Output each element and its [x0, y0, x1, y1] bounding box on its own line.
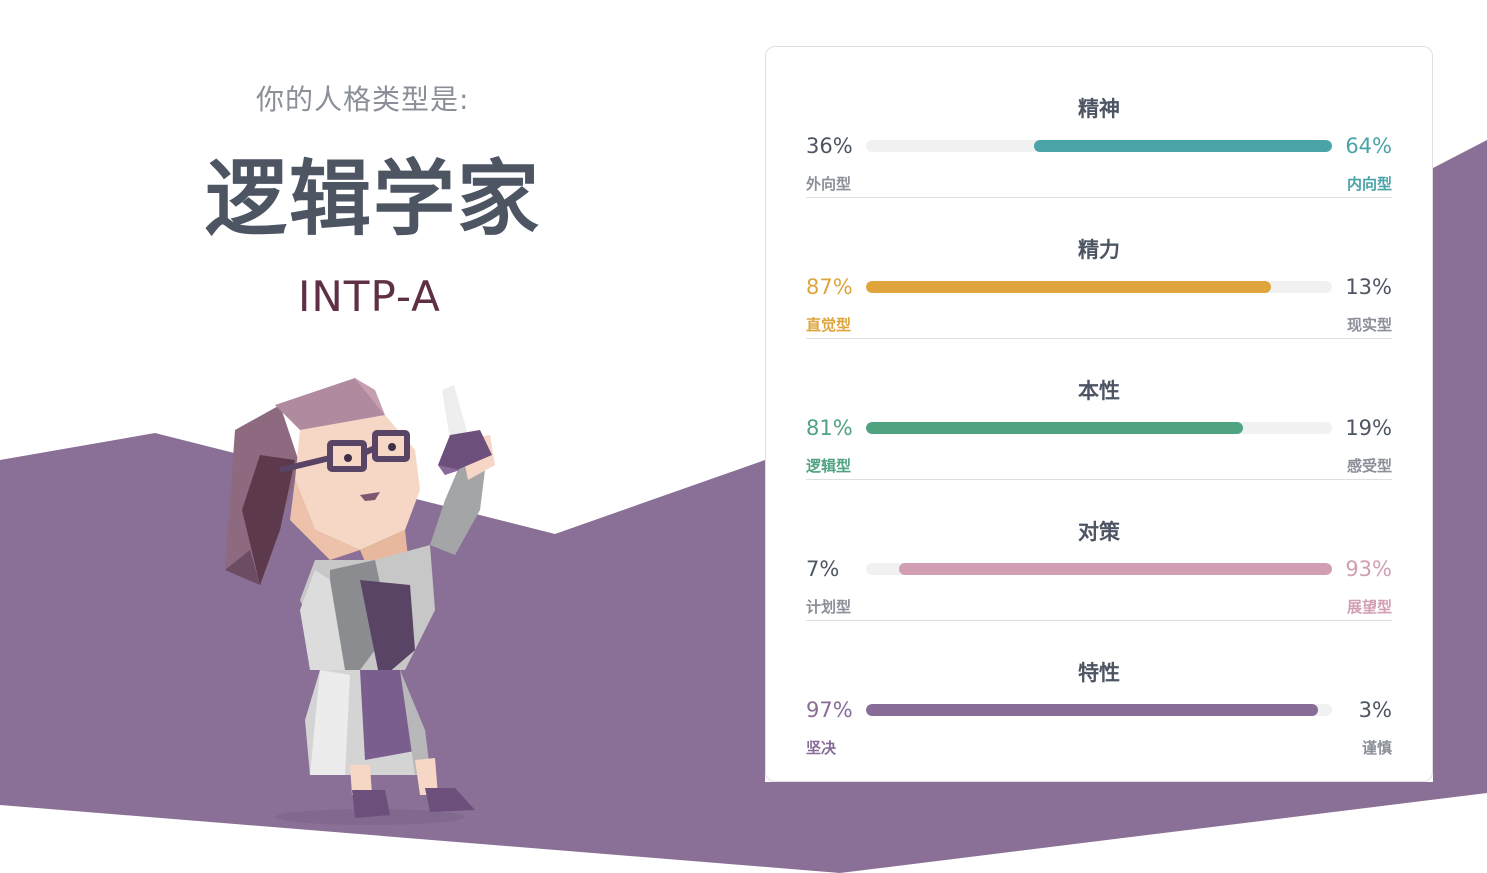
trait-right-label: 谨慎 [1361, 739, 1392, 757]
trait-bar-fill [866, 281, 1272, 293]
trait-scores-card: 精神 36% 64% 外向型 内向型 精力 87% 13% 直觉型 现实型 本性… [765, 46, 1433, 782]
divider [806, 197, 1392, 198]
trait-tactics: 对策 7% 93% 计划型 展望型 [806, 480, 1392, 621]
personality-type-code: INTP-A [298, 272, 441, 321]
trait-right-percent: 3% [1358, 698, 1392, 722]
logician-illustration [225, 378, 495, 825]
trait-right-label: 内向型 [1346, 175, 1392, 193]
trait-left-label: 逻辑型 [806, 457, 852, 475]
trait-left-percent: 87% [806, 275, 853, 299]
trait-title: 精力 [1078, 238, 1120, 262]
trait-right-label: 感受型 [1346, 457, 1392, 475]
trait-left-label: 外向型 [806, 175, 852, 193]
trait-left-label: 直觉型 [806, 316, 852, 334]
trait-bar-fill [898, 563, 1332, 575]
trait-left-percent: 7% [806, 557, 840, 581]
trait-right-percent: 19% [1345, 416, 1392, 440]
trait-left-percent: 36% [806, 134, 853, 158]
trait-right-percent: 93% [1345, 557, 1392, 581]
trait-bar-track [866, 422, 1332, 434]
trait-right-label: 现实型 [1346, 316, 1392, 334]
trait-title: 对策 [1078, 520, 1120, 544]
trait-title: 特性 [1078, 661, 1120, 685]
trait-left-label: 坚决 [806, 739, 837, 757]
personality-type-name: 逻辑学家 [205, 152, 542, 247]
divider [806, 338, 1392, 339]
divider [806, 479, 1392, 480]
trait-left-percent: 97% [806, 698, 853, 722]
trait-mind: 精神 36% 64% 外向型 内向型 [806, 57, 1392, 198]
trait-right-label: 展望型 [1346, 598, 1392, 616]
trait-identity: 特性 97% 3% 坚决 谨慎 [806, 621, 1392, 762]
trait-bar-fill [866, 704, 1319, 716]
trait-bar-track [866, 563, 1332, 575]
trait-left-percent: 81% [806, 416, 853, 440]
trait-bar-fill [866, 422, 1244, 434]
intro-text: 你的人格类型是: [256, 83, 470, 116]
trait-right-percent: 64% [1345, 134, 1392, 158]
trait-nature: 本性 81% 19% 逻辑型 感受型 [806, 339, 1392, 480]
trait-energy: 精力 87% 13% 直觉型 现实型 [806, 198, 1392, 339]
trait-title: 本性 [1078, 379, 1120, 403]
trait-left-label: 计划型 [806, 598, 852, 616]
trait-title: 精神 [1078, 97, 1120, 121]
trait-bar-fill [1033, 140, 1332, 152]
type-summary: 你的人格类型是: 逻辑学家 INTP-A [0, 0, 740, 873]
trait-bar-track [866, 281, 1332, 293]
trait-bar-track [866, 140, 1332, 152]
trait-bar-track [866, 704, 1332, 716]
trait-right-percent: 13% [1345, 275, 1392, 299]
divider [806, 620, 1392, 621]
